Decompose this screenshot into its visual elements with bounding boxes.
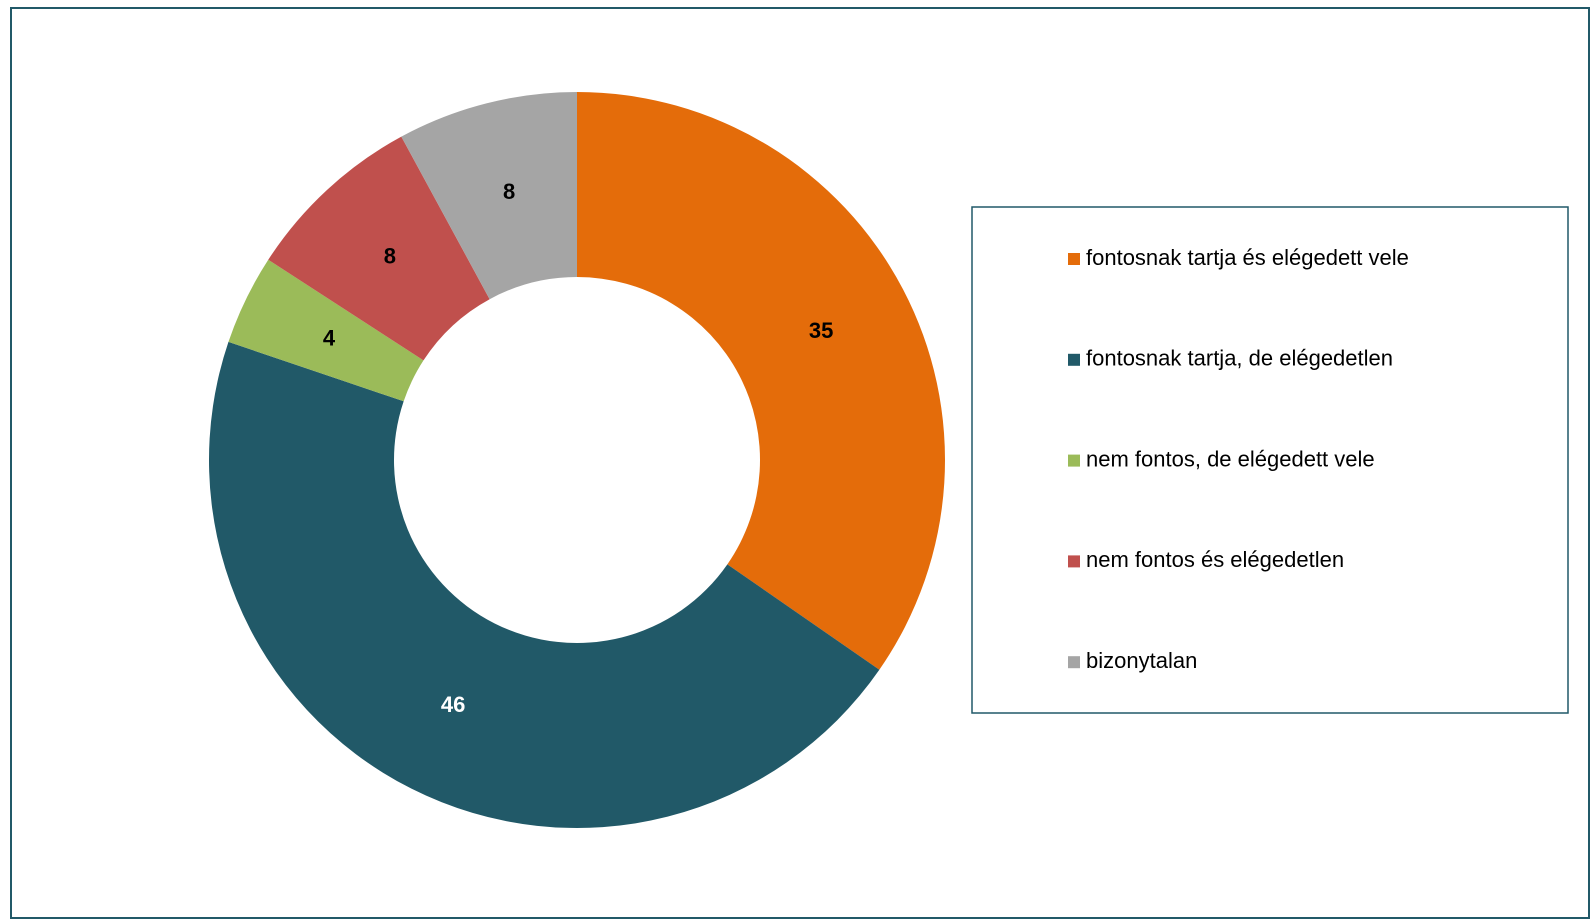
donut-slice — [268, 136, 490, 361]
legend-swatch — [1068, 656, 1080, 669]
data-label: 8 — [384, 244, 396, 269]
legend-swatch — [1068, 454, 1080, 467]
legend-label: fontosnak tartja, de elégedetlen — [1086, 346, 1393, 371]
legend-label: nem fontos, de elégedett vele — [1086, 446, 1375, 471]
legend-label: fontosnak tartja és elégedett vele — [1086, 245, 1409, 270]
donut-slice — [209, 341, 880, 828]
data-label: 8 — [503, 179, 515, 204]
data-label: 46 — [441, 692, 465, 717]
legend-swatch — [1068, 555, 1080, 568]
donut-slice — [401, 92, 577, 300]
data-label: 4 — [323, 326, 336, 351]
donut-slice — [577, 92, 945, 670]
legend-label: nem fontos és elégedetlen — [1086, 547, 1344, 572]
legend-swatch — [1068, 353, 1080, 366]
legend-label: bizonytalan — [1086, 648, 1197, 673]
legend-swatch — [1068, 253, 1080, 265]
data-label: 35 — [809, 318, 833, 343]
donut-slice — [228, 259, 424, 402]
